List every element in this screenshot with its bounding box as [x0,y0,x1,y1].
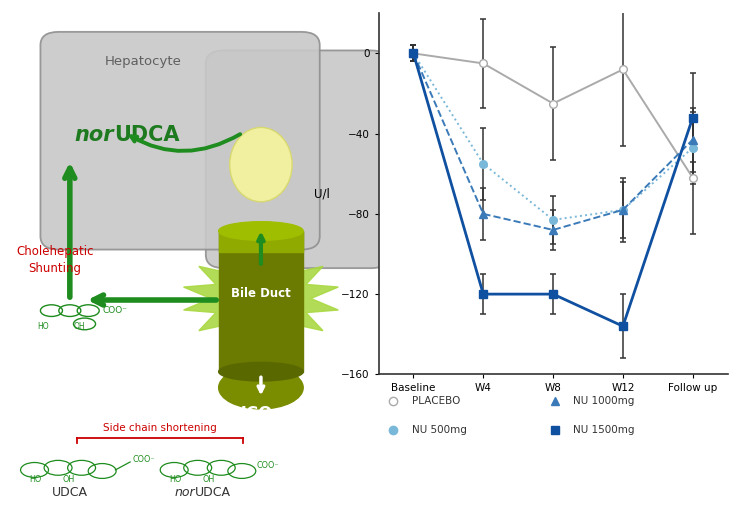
Text: PLACEBO: PLACEBO [412,396,460,406]
Text: NU 500mg: NU 500mg [412,425,467,435]
Text: COO⁻: COO⁻ [132,455,155,464]
Text: NU 1500mg: NU 1500mg [573,425,635,435]
Text: COO⁻: COO⁻ [257,461,279,470]
Y-axis label: U/l: U/l [314,187,329,200]
Text: OH: OH [74,322,85,331]
Ellipse shape [219,222,303,241]
Text: UDCA: UDCA [114,125,179,145]
Text: HO: HO [29,475,42,484]
Text: nor: nor [74,125,114,145]
Text: Cholehepatic
Shunting: Cholehepatic Shunting [16,245,94,275]
Text: OH: OH [202,475,215,484]
Bar [219,231,303,252]
Text: nor: nor [174,486,195,500]
Ellipse shape [229,127,293,202]
Text: OH: OH [62,475,75,484]
Text: HO: HO [37,322,49,331]
Ellipse shape [219,363,303,381]
Text: Side chain shortening: Side chain shortening [103,423,216,433]
FancyBboxPatch shape [40,32,320,250]
Text: Hepatocyte: Hepatocyte [105,55,182,67]
Ellipse shape [219,366,303,409]
Bar [219,231,303,372]
Polygon shape [184,247,338,350]
FancyBboxPatch shape [206,50,390,268]
Text: UDCA: UDCA [52,486,87,500]
Text: HO: HO [169,475,182,484]
Text: Bile Duct: Bile Duct [231,287,291,299]
Text: HCO₃⁻: HCO₃⁻ [233,405,289,423]
Text: NU 1000mg: NU 1000mg [573,396,635,406]
Text: COO⁻: COO⁻ [103,306,128,315]
Text: UDCA: UDCA [195,486,231,500]
